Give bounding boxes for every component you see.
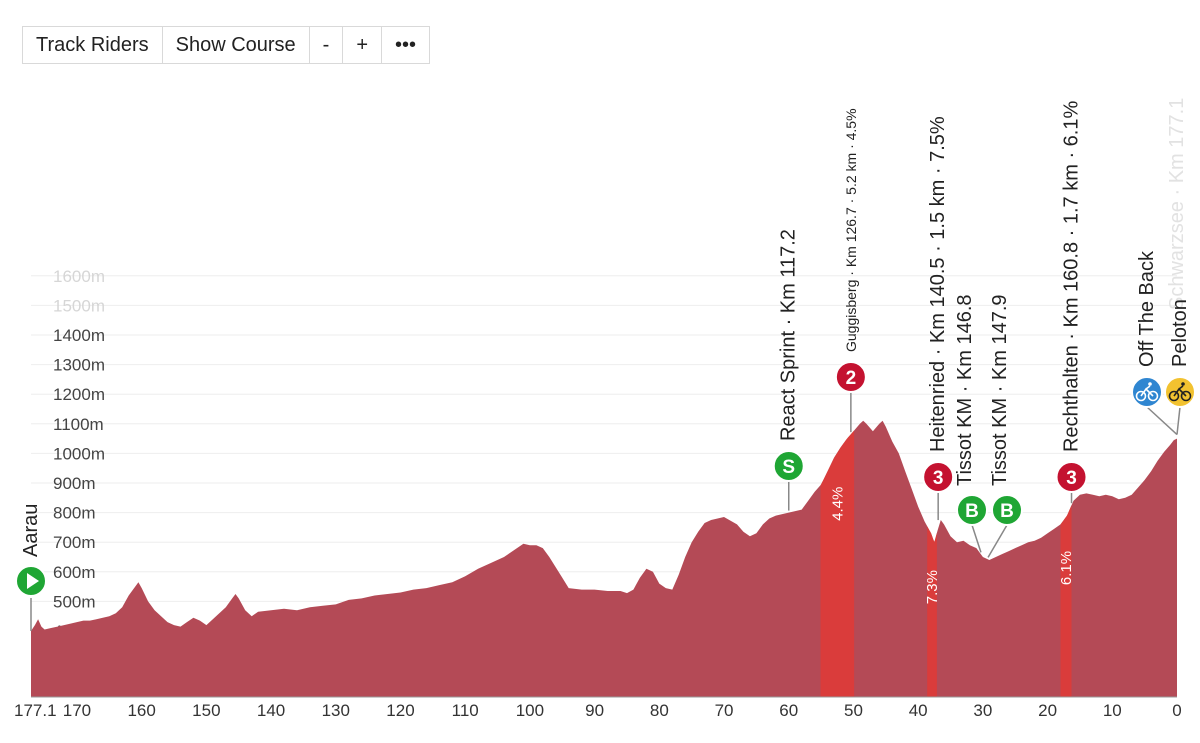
y-tick-label: 900m (53, 474, 96, 493)
x-axis: 177.1 170 160 150 140 130 120 110 100 90 80 70 60 50 4… (14, 696, 1182, 720)
x-tick-label: 50 (844, 701, 863, 720)
y-tick-label: 700m (53, 533, 96, 552)
climb-grade-label: 7.3% (924, 570, 941, 604)
x-tick-label: 10 (1103, 701, 1122, 720)
svg-text:3: 3 (1066, 468, 1077, 489)
chart-toolbar: Track Riders Show Course - + ••• (22, 26, 431, 64)
sprint-label: React Sprint · Km 117.2 (778, 229, 800, 441)
kom-badge-icon[interactable]: 2 (834, 361, 867, 393)
kom-label: Guggisberg · Km 126.7 · 5.2 km · 4.5% (843, 108, 859, 352)
bonus-label: Tissot KM · Km 147.9 (989, 294, 1011, 486)
x-tick-label: 100 (516, 701, 544, 720)
x-tick-label: 80 (650, 701, 669, 720)
track-riders-button[interactable]: Track Riders (23, 27, 163, 63)
svg-text:B: B (1000, 501, 1014, 522)
y-tick-label: 1600m (53, 267, 105, 286)
svg-text:2: 2 (846, 368, 857, 389)
bonus-badge-icon[interactable]: B (956, 494, 988, 526)
climb-band (1060, 505, 1072, 697)
bonus-label: Tissot KM · Km 146.8 (954, 294, 976, 486)
y-tick-label: 1200m (53, 385, 105, 404)
y-tick-label: 1500m (53, 296, 105, 315)
x-tick-label: 140 (257, 701, 285, 720)
y-tick-label: 600m (53, 563, 96, 582)
y-tick-label: 800m (53, 504, 96, 523)
group-cyclist-icon[interactable] (1131, 376, 1163, 408)
zoom-out-button[interactable]: - (310, 27, 344, 63)
y-tick-label: 1400m (53, 326, 105, 345)
x-tick-label: 160 (127, 701, 155, 720)
y-axis: 400m500m600m700m800m900m1000m1100m1200m1… (53, 267, 105, 641)
bonus-marker-line (971, 524, 982, 553)
bonus-marker-line (987, 524, 1008, 558)
climb-grade-label: 4.4% (829, 487, 846, 521)
climb-band (927, 526, 937, 697)
y-tick-label: 1000m (53, 444, 105, 463)
x-tick-label: 170 (63, 701, 91, 720)
y-tick-label: 1100m (53, 415, 104, 434)
group-label: Off The Back (1136, 250, 1158, 367)
kom-badge-icon[interactable]: 3 (1055, 461, 1088, 493)
x-tick-label: 130 (322, 701, 350, 720)
x-tick-label: 177.1 (14, 701, 57, 720)
x-tick-label: 90 (585, 701, 604, 720)
y-tick-label: 1300m (53, 356, 105, 375)
group-marker-line (1176, 406, 1181, 435)
x-tick-label: 110 (452, 701, 479, 720)
sprint-badge-icon[interactable]: S (772, 450, 805, 482)
climb-bands: 4.4% 7.3% 6.1% (820, 430, 1075, 697)
more-options-button[interactable]: ••• (395, 34, 417, 56)
finish-label: Schwarzsee · Km 177.1 (1166, 98, 1188, 310)
grid-lines (31, 275, 1177, 632)
x-tick-label: 30 (973, 701, 992, 720)
svg-text:3: 3 (933, 468, 944, 489)
climb-band (820, 430, 855, 697)
start-label: Aarau (20, 504, 42, 557)
x-tick-label: 70 (715, 701, 734, 720)
x-tick-label: 0 (1172, 701, 1181, 720)
kom-label: Heitenried · Km 140.5 · 1.5 km · 7.5% (927, 116, 949, 452)
x-tick-label: 20 (1038, 701, 1057, 720)
x-tick-label: 40 (909, 701, 928, 720)
zoom-in-button[interactable]: + (343, 27, 383, 63)
bonus-badge-icon[interactable]: B (991, 494, 1023, 526)
group-marker-line (1146, 406, 1178, 436)
x-tick-label: 150 (192, 701, 220, 720)
show-course-button[interactable]: Show Course (163, 27, 310, 63)
elevation-area-layer (31, 420, 1177, 697)
group-cyclist-icon[interactable] (1164, 376, 1196, 408)
x-tick-label: 120 (386, 701, 414, 720)
route-markers: Aarau S React Sprint · Km 117.2 2 Guggisberg… (15, 98, 1196, 631)
kom-label: Rechthalten · Km 160.8 · 1.7 km · 6.1% (1061, 101, 1083, 452)
climb-grade-label: 6.1% (1058, 551, 1075, 585)
x-tick-label: 60 (779, 701, 798, 720)
group-label: Peloton (1169, 299, 1191, 367)
y-tick-label: 500m (53, 592, 96, 611)
start-flag-icon[interactable] (15, 565, 47, 597)
svg-text:S: S (782, 457, 795, 478)
elevation-area (31, 420, 1177, 697)
svg-text:B: B (965, 501, 979, 522)
kom-badge-icon[interactable]: 3 (922, 461, 955, 493)
